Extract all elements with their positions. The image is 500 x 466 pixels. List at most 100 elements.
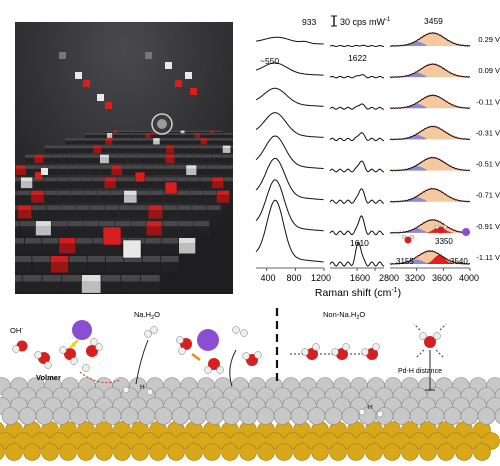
- floor-cube: [100, 154, 109, 164]
- floor-cube: [34, 154, 44, 164]
- mechanism-scheme: Na.H2O Non-Na.H2O OH- Volmer Pd-H distan…: [0, 300, 500, 466]
- floor-cube: [85, 145, 94, 153]
- floor-cube: [174, 145, 182, 153]
- hydrogen-atom: [178, 347, 186, 355]
- palladium-atom: [86, 407, 105, 425]
- floor-cube: [212, 154, 222, 164]
- floor-cube: [56, 177, 69, 189]
- hydrogen-atom: [216, 366, 224, 374]
- peak-label-1622: 1622: [348, 53, 367, 63]
- floor-cube: [25, 154, 34, 164]
- peak-label-3540: 3540: [450, 257, 468, 266]
- floor-cube: [79, 165, 90, 175]
- spectrum-trace: [255, 199, 324, 263]
- floor-cube: [146, 138, 153, 145]
- floor-cube: [46, 205, 61, 219]
- floating-square: [165, 62, 172, 69]
- floor-cube: [221, 154, 231, 164]
- hydrogen-atom: [204, 366, 212, 374]
- floor-cube: [15, 256, 32, 273]
- oh-shoulder-fill-blue: [403, 41, 427, 46]
- floor-cube: [85, 138, 92, 145]
- surface-hydrogen-atom: [122, 386, 130, 394]
- hydrogen-atom: [342, 343, 350, 351]
- floor-cube: [124, 256, 142, 273]
- floor-cube: [230, 145, 233, 153]
- peak-label-3459: 3459: [424, 16, 443, 26]
- h2-release-arrow-icon: [135, 339, 149, 385]
- floor-cube: [160, 138, 167, 145]
- floor-cube: [101, 165, 112, 175]
- scale-bar-label: 30 cps mW-1: [340, 17, 391, 27]
- floor-cube: [78, 138, 86, 145]
- gold-atom: [455, 443, 473, 461]
- floor-cube: [118, 154, 128, 164]
- hydrogen-atom: [433, 332, 441, 340]
- floor-cube: [179, 238, 196, 254]
- oh-stretch-fill: [390, 126, 470, 140]
- floor-cube: [144, 238, 161, 254]
- spectrum-trace: [329, 132, 385, 142]
- floor-cube: [22, 275, 42, 293]
- floor-cube: [227, 138, 233, 145]
- sodium-ion: [72, 320, 92, 340]
- palladium-atom: [256, 407, 275, 425]
- gold-atom: [239, 443, 257, 461]
- floor-cube: [93, 238, 110, 254]
- gold-atom: [167, 443, 185, 461]
- gold-atom: [41, 443, 59, 461]
- potential-label: -0.91 V: [476, 222, 500, 231]
- tick-label: 4000: [459, 273, 479, 283]
- floor-cube: [153, 138, 160, 145]
- floor-cube: [207, 165, 218, 175]
- raman-svg: 400 800 1200 1600 2800 3200 3600 4000 Ra…: [255, 15, 500, 299]
- hydrogen-label: H: [140, 384, 145, 391]
- surface-hydrogen-atom: [146, 388, 154, 396]
- palladium-atom: [188, 407, 207, 425]
- floor-cube: [132, 138, 140, 145]
- h-bond-line: [415, 349, 425, 359]
- potential-label: -0.31 V: [476, 128, 500, 137]
- floor-cube: [77, 145, 85, 153]
- floor-cube: [67, 221, 83, 236]
- volmer-label: Volmer: [36, 373, 61, 382]
- floor-cube: [92, 177, 104, 189]
- floor-cube: [53, 145, 61, 153]
- floating-square: [190, 88, 197, 95]
- floor-cube: [47, 165, 58, 175]
- oh-shoulder-fill-blue: [403, 259, 427, 264]
- floor-cube: [112, 133, 118, 138]
- spectrum-trace: [255, 179, 324, 232]
- floor-cube: [68, 177, 81, 189]
- molecule-inset: [401, 224, 470, 244]
- floor-cube: [166, 145, 174, 153]
- floor-cube: [97, 190, 111, 203]
- floor-cube: [15, 205, 17, 219]
- water-chain-right: [290, 343, 380, 360]
- spectrum-trace: [255, 112, 324, 138]
- oh-stretch-fill: [390, 64, 470, 78]
- floor-cube: [231, 154, 233, 164]
- peak-label-3350: 3350: [435, 237, 453, 246]
- floor-cube: [20, 177, 33, 189]
- peak-label-1610: 1610: [350, 238, 369, 248]
- palladium-atom: [477, 407, 496, 425]
- potential-label: -1.11 V: [476, 253, 500, 262]
- floor-cube: [105, 138, 113, 145]
- h2-release-arrow-icon: [229, 349, 237, 387]
- gold-atom: [329, 443, 347, 461]
- floor-cube: [221, 138, 228, 145]
- hydrogen-atom: [34, 351, 42, 359]
- floor-cube: [133, 145, 142, 153]
- oxygen-atom: [404, 236, 412, 244]
- palladium-atom: [103, 407, 122, 425]
- gold-atom: [5, 443, 23, 461]
- hydrogen-atom: [434, 224, 439, 229]
- featured-cube: [122, 239, 142, 259]
- oh-shoulder-fill-blue: [403, 197, 427, 202]
- floor-cube: [152, 177, 164, 189]
- gold-atom: [347, 443, 365, 461]
- hydrogen-atom: [59, 346, 67, 354]
- palladium-atom: [120, 407, 139, 425]
- floor-cube: [125, 145, 134, 153]
